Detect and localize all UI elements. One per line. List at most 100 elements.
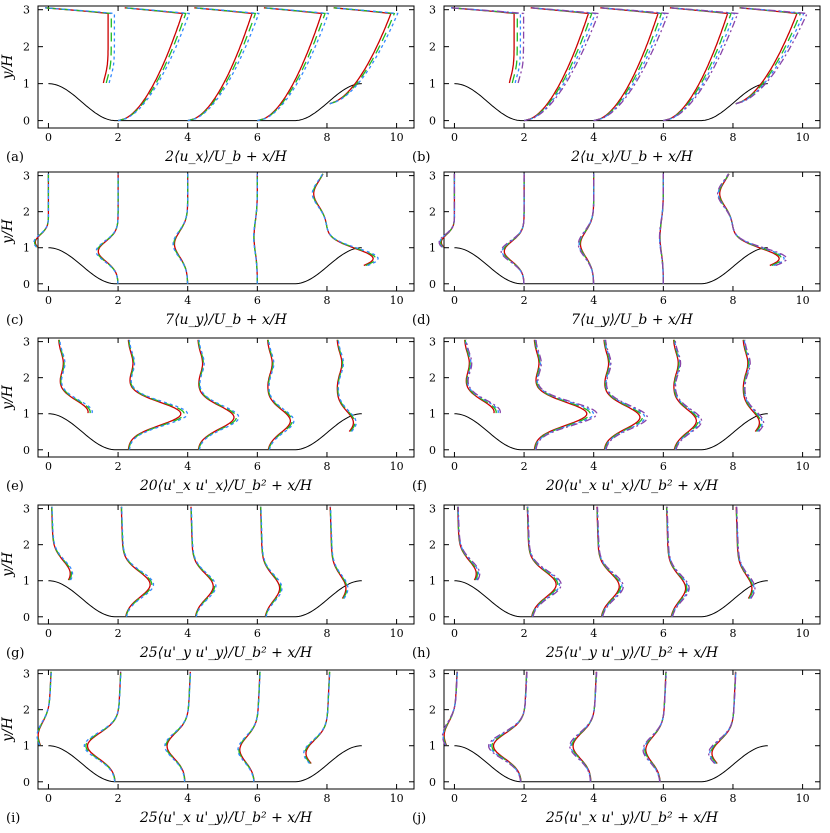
profile-line <box>489 671 528 782</box>
panel-label: (d) <box>412 313 430 328</box>
x-tick-label: 2 <box>115 460 122 473</box>
profile-line <box>85 671 122 782</box>
hill-geometry <box>48 247 362 285</box>
profile-line <box>197 339 238 450</box>
profile-line <box>593 7 659 122</box>
y-tick-label: 1 <box>23 78 30 91</box>
x-tick-label: 6 <box>660 131 667 144</box>
profile-line <box>187 7 253 122</box>
y-tick-label: 3 <box>23 336 30 349</box>
profile-line <box>253 173 258 284</box>
y-tick-label: 1 <box>429 408 436 421</box>
y-tick-label: 3 <box>429 503 436 516</box>
profile-line <box>441 671 459 746</box>
y-tick-label: 2 <box>429 372 436 385</box>
y-tick-label: 3 <box>429 170 436 183</box>
x-tick-label: 2 <box>521 131 528 144</box>
plot-frame <box>443 669 821 790</box>
profile-line <box>658 173 664 284</box>
profile-line <box>743 339 763 432</box>
profile-line <box>719 173 780 267</box>
panel-label: (e) <box>6 479 24 494</box>
x-tick-label: 2 <box>115 627 122 640</box>
x-tick-label: 4 <box>590 294 597 307</box>
profile-line <box>96 173 119 284</box>
x-tick-label: 8 <box>729 294 736 307</box>
profile-line <box>593 7 670 122</box>
profile-line <box>523 7 600 122</box>
profile-line <box>44 7 116 84</box>
profile-line <box>86 671 122 782</box>
profile-line <box>190 506 217 617</box>
plot-frame <box>37 337 415 458</box>
panel-label: (i) <box>6 811 20 826</box>
profile-line <box>465 339 501 414</box>
profile-line <box>716 173 788 267</box>
y-tick-label: 1 <box>429 242 436 255</box>
profile-line <box>570 671 598 782</box>
x-tick-label: 2 <box>115 294 122 307</box>
profile-line <box>97 173 119 284</box>
profile-line <box>120 506 151 617</box>
panel-i: 0 2 4 6 8 10 0 1 2 3 y/H 25⟨u'_x u'_y⟩/U_b² + x/H (i… <box>0 668 415 826</box>
profile-line <box>500 173 525 284</box>
x-tick-label: 0 <box>451 294 458 307</box>
profile-line <box>51 506 74 581</box>
profile-line <box>465 339 499 414</box>
y-tick-label: 0 <box>23 776 30 789</box>
profile-line <box>313 173 374 267</box>
x-tick-label: 10 <box>390 460 404 473</box>
profile-line <box>450 7 525 84</box>
profile-line <box>329 7 399 105</box>
plot-frame <box>443 337 821 458</box>
panel-d: 0 2 4 6 8 10 0 1 2 3 7⟨u_y⟩/U_b + x/H (d) <box>412 170 821 328</box>
profile-line <box>451 7 515 84</box>
x-tick-label: 4 <box>184 131 191 144</box>
profile-line <box>673 339 699 450</box>
profile-line <box>534 339 591 450</box>
plot-frame <box>443 171 821 292</box>
profile-line <box>503 173 525 284</box>
profile-line <box>268 339 295 450</box>
profile-line <box>492 671 528 782</box>
x-tick-label: 10 <box>796 131 810 144</box>
profile-line <box>337 339 356 432</box>
hill-geometry <box>48 83 362 122</box>
x-tick-label: 4 <box>184 460 191 473</box>
profile-line <box>457 506 480 581</box>
profile-line <box>58 339 89 414</box>
y-tick-label: 3 <box>23 668 30 681</box>
x-tick-label: 8 <box>729 792 736 805</box>
profile-line <box>337 339 357 432</box>
x-tick-label: 8 <box>729 131 736 144</box>
profile-line <box>239 671 261 782</box>
profile-line <box>596 506 620 617</box>
y-axis-label: y/H <box>0 218 16 245</box>
y-tick-label: 3 <box>429 336 436 349</box>
profile-line <box>708 671 737 764</box>
panel-g: 0 2 4 6 8 10 0 1 2 3 y/H 25⟨u'_y u'_y⟩/U_b² + x/H (g… <box>0 503 415 661</box>
y-tick-label: 2 <box>429 704 436 717</box>
profile-line <box>450 7 522 84</box>
x-tick-label: 8 <box>323 294 330 307</box>
x-axis-label: 25⟨u'_y u'_y⟩/U_b² + x/H <box>545 645 719 661</box>
profile-line <box>533 339 588 450</box>
profile-line <box>523 7 593 122</box>
profile-line <box>663 7 736 122</box>
profile-line <box>336 339 355 432</box>
x-tick-label: 4 <box>590 460 597 473</box>
y-tick-label: 1 <box>23 740 30 753</box>
y-tick-label: 0 <box>429 115 436 128</box>
y-tick-label: 3 <box>429 4 436 17</box>
profile-line <box>743 339 762 432</box>
x-axis-label: 7⟨u_y⟩/U_b + x/H <box>165 312 287 328</box>
profile-line <box>95 173 119 284</box>
y-tick-label: 1 <box>23 242 30 255</box>
profile-line <box>120 506 153 617</box>
x-tick-label: 6 <box>660 792 667 805</box>
x-tick-label: 10 <box>390 627 404 640</box>
profile-line <box>666 506 690 617</box>
hill-geometry <box>48 580 362 618</box>
profile-line <box>526 506 559 617</box>
x-tick-label: 10 <box>796 460 810 473</box>
